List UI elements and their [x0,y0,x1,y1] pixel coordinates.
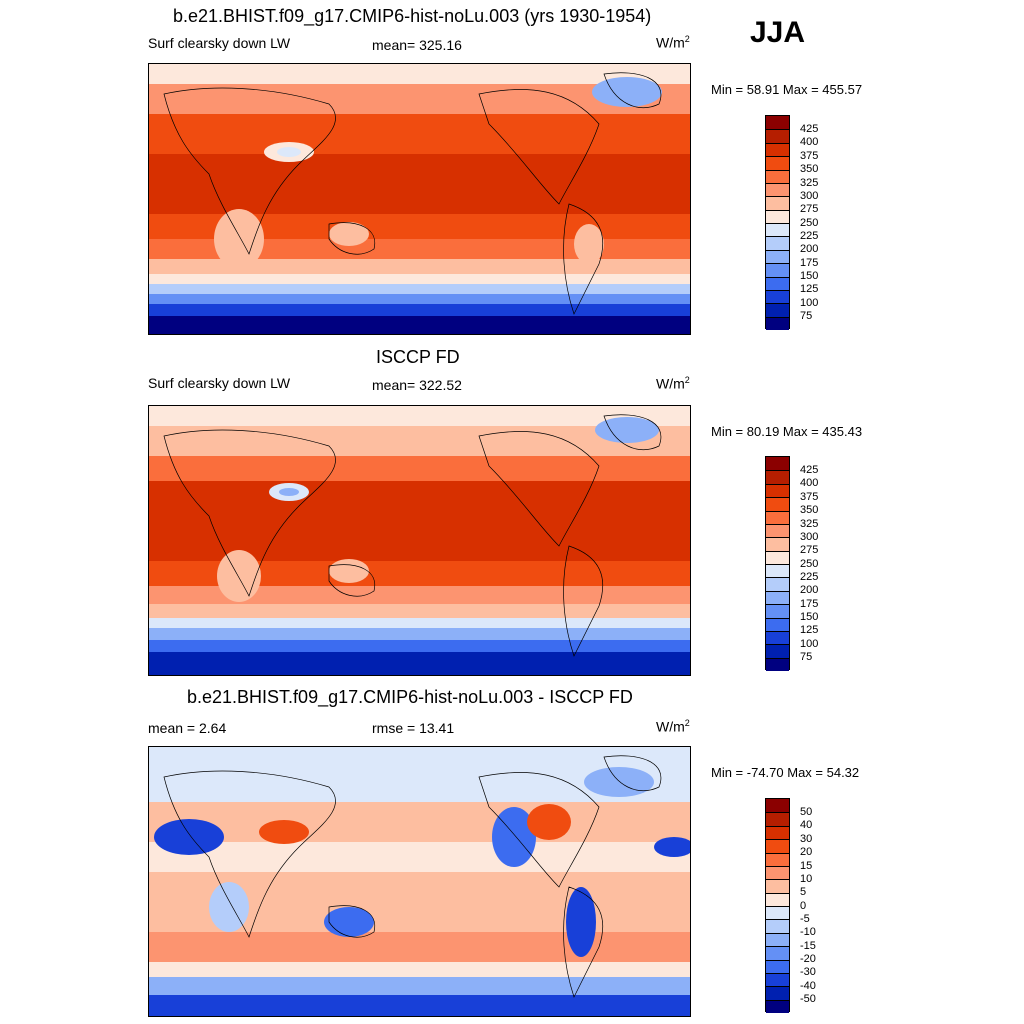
panel1-colorbar-label: 325 [800,177,819,189]
panel3-rmse-label: rmse = 13.41 [372,720,455,736]
panel1-colorbar-label: 300 [800,190,819,202]
panel2-colorbar-label: 100 [800,638,819,650]
panel2-variable-label: Surf clearsky down LW [148,375,291,391]
panel3-colorbar-label: 30 [800,833,813,845]
panel3-colorbar-label: 10 [800,873,813,885]
panel1-colorbar-label: 350 [800,163,819,175]
panel2-colorbar-label: 350 [800,504,819,516]
panel1-colorbar-label: 175 [800,257,819,269]
panel3-colorbar-label: 20 [800,846,813,858]
panel2-colorbar-label: 175 [800,598,819,610]
panel3-units: W/m2 [656,718,690,735]
panel3-map [148,746,691,1017]
panel2-colorbar [765,456,790,671]
season-label: JJA [750,16,806,49]
panel2-units: W/m2 [656,375,690,392]
panel1-units: W/m2 [656,34,690,51]
panel1-colorbar-label: 400 [800,136,819,148]
panel1-colorbar-label: 375 [800,150,819,162]
panel3-colorbar-label: 0 [800,900,807,912]
panel3-colorbar-label: -5 [800,913,810,925]
panel1-colorbar [765,115,790,330]
panel3-colorbar-label: -50 [800,993,816,1005]
panel3-map-field [149,747,690,1016]
panel1-map-field [149,64,690,334]
panel3-colorbar-label: 50 [800,806,813,818]
panel2-colorbar-label: 375 [800,491,819,503]
panel1-title: b.e21.BHIST.f09_g17.CMIP6-hist-noLu.003 … [173,6,652,26]
panel3-colorbar-label: -20 [800,953,816,965]
panel2-mean-label: mean= 322.52 [372,377,462,393]
panel3-minmax: Min = -74.70 Max = 54.32 [711,765,860,780]
panel3-title: b.e21.BHIST.f09_g17.CMIP6-hist-noLu.003 … [187,687,633,707]
panel1-mean-label: mean= 325.16 [372,37,462,53]
panel1-colorbar-label: 425 [800,123,819,135]
panel2-colorbar-label: 275 [800,544,819,556]
panel2-colorbar-label: 150 [800,611,819,623]
panel1-minmax: Min = 58.91 Max = 455.57 [711,82,863,97]
panel2-colorbar-label: 225 [800,571,819,583]
panel2-colorbar-label: 325 [800,518,819,530]
panel2-colorbar-label: 400 [800,477,819,489]
panel1-colorbar-label: 75 [800,310,813,322]
panel1-variable-label: Surf clearsky down LW [148,35,291,51]
panel3-colorbar-label: -10 [800,926,816,938]
panel2-colorbar-label: 75 [800,651,813,663]
panel1-colorbar-label: 200 [800,243,819,255]
panel1-colorbar-label: 275 [800,203,819,215]
panel3-colorbar-label: -30 [800,966,816,978]
panel2-colorbar-label: 250 [800,558,819,570]
panel1-colorbar-label: 150 [800,270,819,282]
panel3-colorbar-label: -40 [800,980,816,992]
panel2-colorbar-label: 200 [800,584,819,596]
panel1-colorbar-label: 250 [800,217,819,229]
panel3-colorbar-label: 15 [800,860,813,872]
panel2-colorbar-label: 425 [800,464,819,476]
panel3-colorbar-label: 5 [800,886,807,898]
panel3-mean-label: mean = 2.64 [148,720,227,736]
panel3-colorbar-label: 40 [800,819,813,831]
panel1-colorbar-label: 125 [800,283,819,295]
panel2-colorbar-label: 125 [800,624,819,636]
panel2-map [148,405,691,676]
panel2-colorbar-label: 300 [800,531,819,543]
panel2-map-field [149,406,690,675]
panel1-map [148,63,691,335]
panel1-colorbar-label: 225 [800,230,819,242]
panel3-colorbar [765,798,790,1013]
panel2-title: ISCCP FD [376,347,460,367]
panel1-colorbar-label: 100 [800,297,819,309]
panel3-colorbar-label: -15 [800,940,816,952]
panel2-minmax: Min = 80.19 Max = 435.43 [711,424,863,439]
